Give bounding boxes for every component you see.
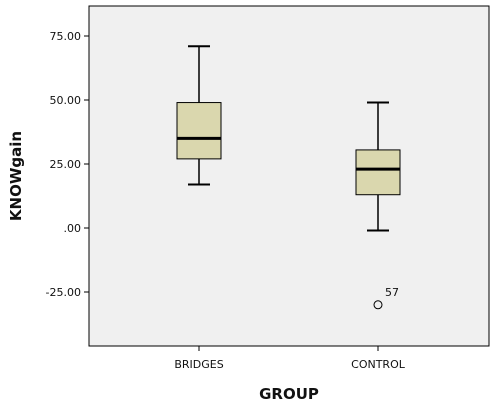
y-tick-label: 75.00 <box>50 30 82 43</box>
x-tick-label: CONTROL <box>351 358 406 371</box>
y-tick-label: -25.00 <box>46 286 81 299</box>
y-tick-label: 50.00 <box>50 94 82 107</box>
x-tick-label: BRIDGES <box>174 358 223 371</box>
control-box <box>355 149 401 196</box>
bridges-box <box>176 102 222 160</box>
plot-area <box>88 5 490 347</box>
y-tick-label: .00 <box>64 222 82 235</box>
control-outlier-label: 57 <box>385 286 399 299</box>
y-axis-title: KNOWgain <box>7 131 25 221</box>
control-outlier-point <box>373 300 383 310</box>
y-tick-label: 25.00 <box>50 158 82 171</box>
x-axis-title: GROUP <box>259 385 319 403</box>
